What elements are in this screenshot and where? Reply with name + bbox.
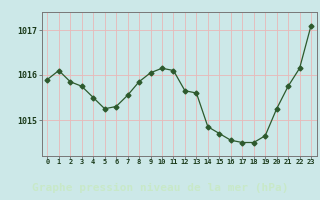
Text: Graphe pression niveau de la mer (hPa): Graphe pression niveau de la mer (hPa) bbox=[32, 183, 288, 193]
